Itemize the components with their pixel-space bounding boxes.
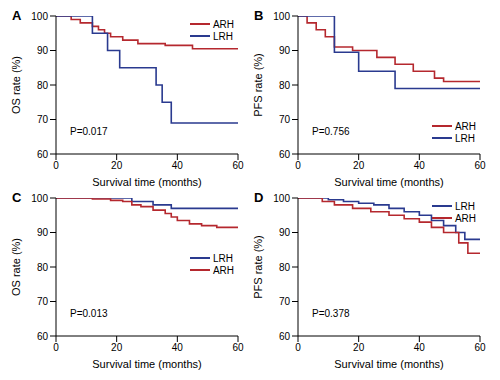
svg-text:90: 90: [37, 227, 49, 238]
svg-text:100: 100: [273, 11, 290, 22]
svg-text:70: 70: [37, 296, 49, 307]
html-text:C: C: [12, 190, 22, 205]
svg-text:60: 60: [474, 342, 486, 353]
html-text:A: A: [12, 8, 22, 23]
svg-text:20: 20: [353, 160, 365, 171]
svg-text:60: 60: [279, 331, 291, 342]
svg-text:90: 90: [279, 45, 291, 56]
html-text:P=0.013: P=0.013: [70, 308, 108, 319]
svg-text:0: 0: [53, 160, 59, 171]
svg-text:0: 0: [295, 160, 301, 171]
svg-text:20: 20: [111, 160, 123, 171]
svg-text:Survival time (months): Survival time (months): [92, 176, 201, 188]
html-text:LRH: LRH: [454, 132, 475, 144]
svg-text:40: 40: [414, 160, 426, 171]
html-text:ARH: ARH: [212, 18, 234, 30]
html-text:P=0.017: P=0.017: [70, 126, 108, 137]
svg-text:70: 70: [279, 296, 291, 307]
svg-text:60: 60: [232, 342, 244, 353]
svg-text:Survival time (months): Survival time (months): [334, 358, 443, 370]
svg-text:Survival time (months): Survival time (months): [334, 176, 443, 188]
svg-text:OS rate (%): OS rate (%): [10, 56, 22, 114]
svg-text:70: 70: [37, 114, 49, 125]
svg-text:60: 60: [232, 160, 244, 171]
svg-text:80: 80: [279, 262, 291, 273]
html-text:ARH: ARH: [212, 264, 234, 276]
html-text:B: B: [254, 8, 264, 23]
svg-text:80: 80: [37, 80, 49, 91]
svg-text:100: 100: [273, 193, 290, 204]
svg-text:PFS rate (%): PFS rate (%): [252, 235, 264, 299]
svg-text:40: 40: [414, 342, 426, 353]
svg-text:20: 20: [353, 342, 365, 353]
html-text:LRH: LRH: [212, 252, 233, 264]
svg-text:60: 60: [474, 160, 486, 171]
html-text:ARH: ARH: [454, 212, 476, 224]
html-text:LRH: LRH: [454, 200, 475, 212]
svg-text:60: 60: [37, 149, 49, 160]
html-text:ARH: ARH: [454, 120, 476, 132]
svg-text:100: 100: [31, 11, 48, 22]
svg-text:0: 0: [295, 342, 301, 353]
svg-text:20: 20: [111, 342, 123, 353]
svg-text:70: 70: [279, 114, 291, 125]
svg-text:90: 90: [37, 45, 49, 56]
svg-text:OS rate (%): OS rate (%): [10, 238, 22, 296]
svg-text:100: 100: [31, 193, 48, 204]
svg-text:60: 60: [37, 331, 49, 342]
svg-text:90: 90: [279, 227, 291, 238]
svg-text:40: 40: [172, 160, 184, 171]
svg-text:80: 80: [37, 262, 49, 273]
svg-text:0: 0: [53, 342, 59, 353]
svg-text:40: 40: [172, 342, 184, 353]
html-text:P=0.756: P=0.756: [312, 126, 350, 137]
svg-text:60: 60: [279, 149, 291, 160]
svg-text:80: 80: [279, 80, 291, 91]
html-text:D: D: [254, 190, 264, 205]
html-text:LRH: LRH: [212, 30, 233, 42]
svg-text:Survival time (months): Survival time (months): [92, 358, 201, 370]
svg-text:PFS rate (%): PFS rate (%): [252, 53, 264, 117]
html-text:P=0.378: P=0.378: [312, 308, 350, 319]
